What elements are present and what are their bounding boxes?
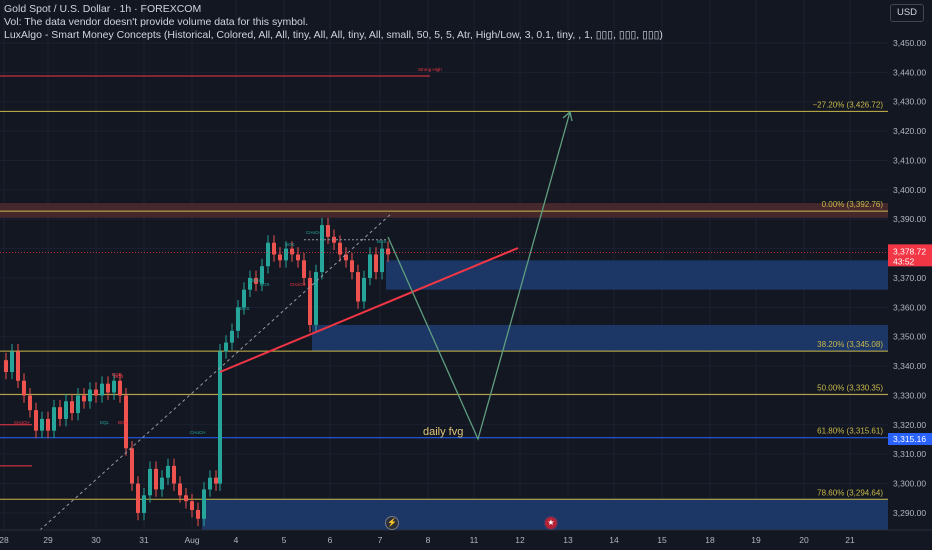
supply-zone xyxy=(0,203,888,218)
time-tick: 31 xyxy=(139,535,149,545)
price-tick: 3,450.00 xyxy=(893,38,926,48)
smc-label: BOS xyxy=(285,242,295,247)
time-tick: 21 xyxy=(845,535,855,545)
fib-label: 61.80% (3,315.61) xyxy=(817,427,883,436)
price-tick: 3,430.00 xyxy=(893,97,926,107)
chart-drawings: Strong High daily fvg xyxy=(0,67,573,531)
price-tick: 3,440.00 xyxy=(893,67,926,77)
price-tick: 3,390.00 xyxy=(893,214,926,224)
time-tick: 19 xyxy=(751,535,761,545)
time-tick: 15 xyxy=(657,535,667,545)
chart-legend: Gold Spot / U.S. Dollar · 1h · FOREXCOM … xyxy=(4,3,663,42)
price-tick: 3,290.00 xyxy=(893,508,926,518)
fib-label: 78.60% (3,294.64) xyxy=(817,488,883,497)
time-tick: 20 xyxy=(799,535,809,545)
chart-grid xyxy=(0,0,888,530)
symbol-title[interactable]: Gold Spot / U.S. Dollar · 1h · FOREXCOM xyxy=(4,3,202,15)
price-tick: 3,340.00 xyxy=(893,361,926,371)
time-tick: 12 xyxy=(515,535,525,545)
smc-label: BOS xyxy=(260,282,270,287)
time-tick: 7 xyxy=(378,535,383,545)
fib-label: 50.00% (3,330.35) xyxy=(817,383,883,392)
chart-zones xyxy=(0,203,888,530)
smc-label: BOS xyxy=(377,239,387,244)
smc-label: CHoCH xyxy=(306,230,322,235)
time-tick: 11 xyxy=(470,535,479,545)
price-tick: 3,350.00 xyxy=(893,332,926,342)
smc-label: BOS xyxy=(114,374,124,379)
price-tick: 3,360.00 xyxy=(893,302,926,312)
projection-arrowhead xyxy=(562,110,573,122)
fib-label: 38.20% (3,345.08) xyxy=(817,340,883,349)
fvg-zone-middle xyxy=(312,324,888,352)
time-tick: 14 xyxy=(609,535,619,545)
time-tick: Aug xyxy=(184,535,199,545)
smc-label: CHoCH xyxy=(190,430,206,435)
rising-trendline[interactable] xyxy=(219,247,519,373)
time-tick: 28 xyxy=(0,535,9,545)
price-tick: 3,300.00 xyxy=(893,479,926,489)
volume-note: Vol: The data vendor doesn't provide vol… xyxy=(4,16,309,28)
daily-fvg-label: daily fvg xyxy=(423,426,463,438)
smc-label: BOS xyxy=(252,278,262,283)
smc-label: CHoCH xyxy=(290,282,306,287)
indicator-title[interactable]: LuxAlgo - Smart Money Concepts (Historic… xyxy=(4,29,663,41)
dashed-trend-line[interactable] xyxy=(39,212,393,531)
price-tick: 3,370.00 xyxy=(893,273,926,283)
time-axis: 28 29 30 31 Aug 4 5 6 7 8 11 12 13 14 15 18 19 20 21 xyxy=(0,529,932,550)
smc-label: EQH xyxy=(112,372,122,377)
fibonacci-levels: −27.20% (3,426.72) 0.00% (3,392.76) 38.20%… xyxy=(0,100,888,500)
time-tick: 4 xyxy=(234,535,239,545)
price-tick: 3,320.00 xyxy=(893,420,926,430)
lightning-event-icon[interactable]: ⚡ xyxy=(385,516,399,530)
currency-button[interactable]: USD xyxy=(890,4,924,22)
smc-label: BOS xyxy=(240,306,250,311)
candlesticks xyxy=(4,217,390,527)
price-tick: 3,400.00 xyxy=(893,185,926,195)
price-tick: 3,310.00 xyxy=(893,449,926,459)
marked-price-value: 3,315.16 xyxy=(893,434,926,444)
time-tick: 6 xyxy=(328,535,333,545)
time-tick: 29 xyxy=(43,535,53,545)
time-tick: 30 xyxy=(91,535,101,545)
current-price-value: 3,378.72 xyxy=(893,246,926,256)
time-tick: 5 xyxy=(282,535,287,545)
fib-label: −27.20% (3,426.72) xyxy=(813,100,884,109)
time-tick: 13 xyxy=(563,535,573,545)
smc-label: EQL xyxy=(100,420,110,425)
time-tick: 18 xyxy=(705,535,715,545)
price-tick: 3,420.00 xyxy=(893,126,926,136)
countdown-value: 43:52 xyxy=(893,256,915,266)
price-tick: 3,410.00 xyxy=(893,155,926,165)
fvg-zone-upper xyxy=(386,260,888,290)
marked-price-tag xyxy=(888,433,932,446)
strong-high-label: Strong High xyxy=(418,67,442,72)
current-price-tag xyxy=(888,244,932,267)
time-tick: 8 xyxy=(426,535,431,545)
us-flag-event-icon[interactable]: ★ xyxy=(544,516,558,530)
fib-label: 0.00% (3,392.76) xyxy=(822,200,884,209)
price-tick: 3,330.00 xyxy=(893,390,926,400)
smc-label: BOS xyxy=(118,420,128,425)
projection-path[interactable] xyxy=(387,111,571,441)
smc-label: CHoCH xyxy=(14,420,30,425)
